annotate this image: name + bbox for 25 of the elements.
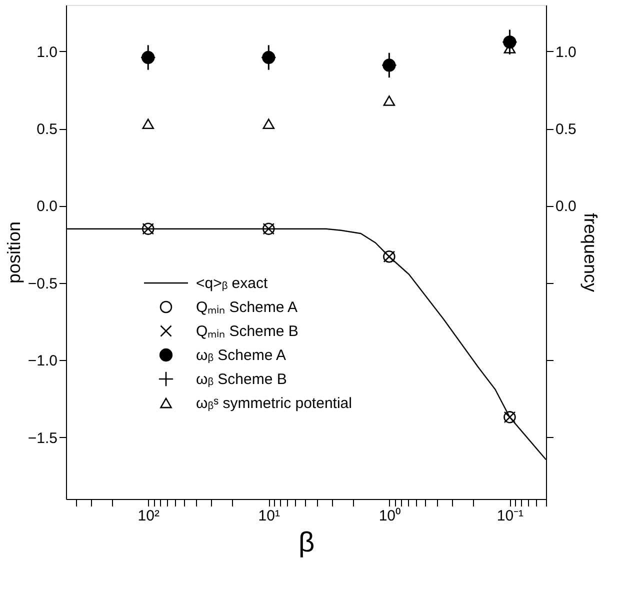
- y-tick-label: 0.0: [36, 198, 58, 216]
- y2-tick-label: 0.5: [556, 121, 576, 138]
- point: [142, 118, 154, 130]
- legend-label: ωᵦ Scheme B: [196, 371, 287, 388]
- legend-label: Qₘᵢₙ Scheme A: [196, 299, 298, 316]
- y-tick-label: −1.5: [28, 430, 58, 447]
- x-tick-label: 10⁻¹: [496, 508, 524, 524]
- y-tick-label: 0.5: [36, 121, 58, 138]
- x-tick-label: 10⁰: [378, 508, 401, 524]
- y-tick-label: −1.0: [28, 352, 58, 370]
- y-tick-label: −0.5: [28, 275, 58, 292]
- point: [383, 96, 396, 106]
- y-axis-title: position: [4, 221, 24, 284]
- x-axis-title: β: [298, 526, 315, 558]
- legend-label: ωᵦˢ symmetric potential: [196, 395, 352, 412]
- legend-label: ωᵦ Scheme A: [196, 347, 286, 364]
- y2-tick-label: 1.0: [556, 44, 576, 61]
- y2-axis-title: frequency: [580, 212, 600, 292]
- point: [262, 118, 275, 130]
- y2-tick-label: 0.0: [556, 198, 576, 216]
- x-tick-label: 10²: [138, 508, 160, 524]
- legend-label: <q>ᵦ exact: [196, 275, 268, 292]
- y-tick-label: 1.0: [36, 44, 58, 61]
- x-tick-label: 10¹: [258, 508, 280, 524]
- legend-label: Qₘᵢₙ Scheme B: [196, 323, 298, 340]
